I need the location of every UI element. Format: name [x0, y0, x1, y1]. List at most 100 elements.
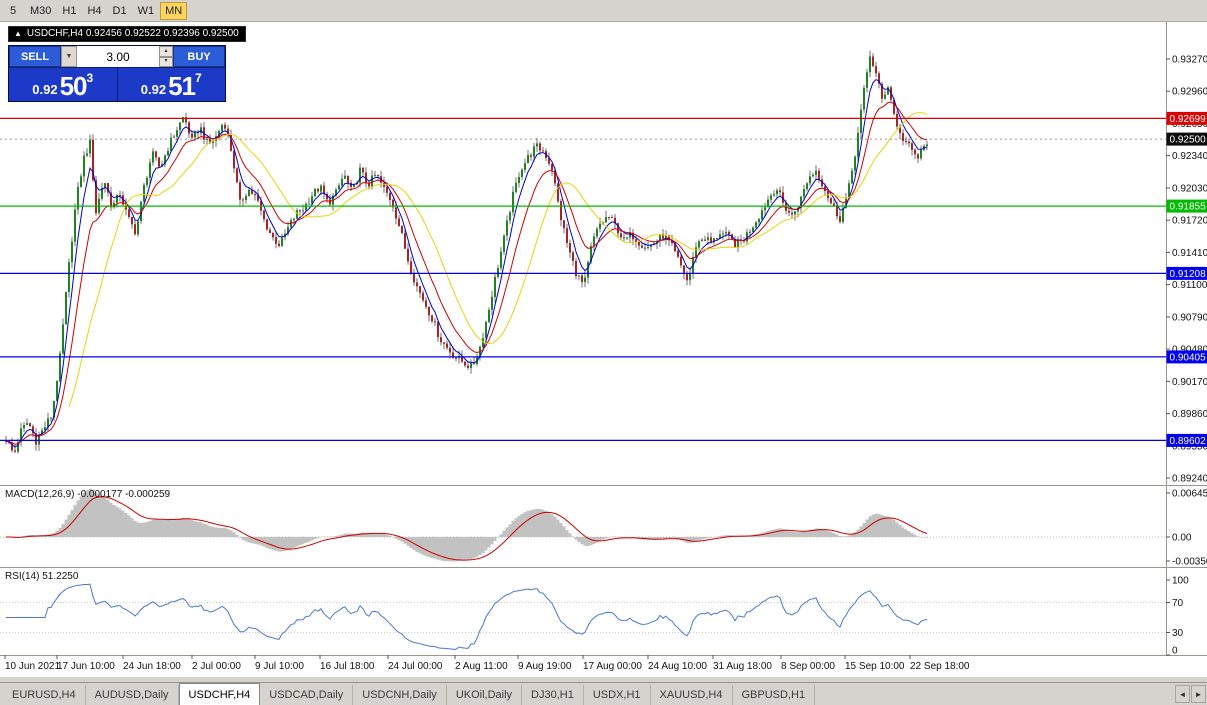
volume-decrease-button[interactable]: ▾ [159, 56, 173, 67]
axis-current-price-label: 0.92500 [1166, 132, 1207, 146]
chart-tab-usdx-h1[interactable]: USDX,H1 [584, 685, 651, 705]
axis-price-label-0.92699: 0.92699 [1166, 111, 1207, 125]
svg-text:8 Sep 00:00: 8 Sep 00:00 [781, 661, 835, 672]
rsi-line [6, 583, 928, 650]
svg-text:0: 0 [1172, 646, 1178, 657]
volume-input[interactable]: 3.00 [77, 46, 159, 67]
svg-text:17 Jun 10:00: 17 Jun 10:00 [57, 661, 115, 672]
volume-stepper: ▴ ▾ [159, 46, 173, 67]
macd-signal-line [6, 496, 928, 561]
svg-text:0.90170: 0.90170 [1172, 377, 1207, 388]
rsi-title: RSI(14) 51.2250 [5, 571, 79, 582]
svg-text:0.92960: 0.92960 [1172, 87, 1207, 98]
chart-tab-audusd-daily[interactable]: AUDUSD,Daily [86, 685, 179, 705]
chart-tab-eurusd-h4[interactable]: EURUSD,H4 [3, 685, 86, 705]
svg-text:0.89602: 0.89602 [1170, 436, 1207, 447]
ma-medium-red-line [5, 101, 928, 445]
svg-text:0.91410: 0.91410 [1172, 248, 1207, 259]
chart-tab-usdchf-h4[interactable]: USDCHF,H4 [178, 683, 261, 705]
chart-tab-usdcad-daily[interactable]: USDCAD,Daily [260, 685, 354, 705]
svg-text:9 Aug 19:00: 9 Aug 19:00 [518, 661, 572, 672]
svg-text:0.91720: 0.91720 [1172, 216, 1207, 227]
chart-tab-xauusd-h4[interactable]: XAUUSD,H4 [651, 685, 733, 705]
timeframe-toolbar: 5 M30 H1 H4 D1 W1 MN [0, 0, 1207, 22]
price-axis[interactable]: 0.932700.929600.926500.923400.920300.917… [1166, 55, 1207, 657]
chart-window: 0.932700.929600.926500.923400.920300.917… [0, 22, 1207, 677]
sell-price-display[interactable]: 0.92 50 3 [9, 68, 117, 101]
tab-scroll-buttons: ◄ ► [1175, 685, 1206, 703]
chart-tab-dj30-h1[interactable]: DJ30,H1 [522, 685, 584, 705]
macd-title: MACD(12,26,9) -0.000177 -0.000259 [5, 489, 171, 500]
axis-price-label-0.91208: 0.91208 [1166, 266, 1207, 280]
sell-button[interactable]: SELL [9, 46, 61, 67]
svg-text:-0.003507: -0.003507 [1172, 557, 1207, 568]
chart-marker-icon: ▲ [14, 29, 22, 38]
chart-tabbar: EURUSD,H4 AUDUSD,Daily USDCHF,H4 USDCAD,Dai… [0, 682, 1207, 705]
chevron-down-icon: ▼ [65, 53, 73, 60]
svg-text:0.006451: 0.006451 [1172, 488, 1207, 499]
svg-text:10 Jun 2021: 10 Jun 2021 [5, 661, 60, 672]
svg-text:0.89240: 0.89240 [1172, 474, 1207, 485]
svg-text:16 Jul 18:00: 16 Jul 18:00 [320, 661, 375, 672]
svg-text:2 Aug 11:00: 2 Aug 11:00 [455, 661, 508, 672]
price-chart-canvas[interactable]: 0.932700.929600.926500.923400.920300.917… [0, 22, 1207, 677]
svg-text:100: 100 [1172, 576, 1189, 587]
svg-text:22 Sep 18:00: 22 Sep 18:00 [910, 661, 970, 672]
arrow-left-icon: ◄ [1178, 689, 1187, 699]
chart-tab-ukoil-daily[interactable]: UKOil,Daily [447, 685, 523, 705]
svg-text:24 Jul 00:00: 24 Jul 00:00 [388, 661, 443, 672]
volume-dropdown-button[interactable]: ▼ [61, 46, 77, 67]
svg-text:17 Aug 00:00: 17 Aug 00:00 [583, 661, 642, 672]
timeframe-button-h4[interactable]: H4 [82, 2, 106, 20]
status-gap [0, 677, 1207, 682]
timeframe-button-5[interactable]: 5 [2, 2, 24, 20]
svg-text:30: 30 [1172, 628, 1184, 639]
buy-price-big: 51 [168, 71, 196, 101]
chart-tab-gbpusd-h1[interactable]: GBPUSD,H1 [733, 685, 816, 705]
timeframe-button-m30[interactable]: M30 [25, 2, 56, 20]
chevron-up-icon: ▴ [164, 47, 168, 54]
candles-layer [5, 50, 928, 454]
buy-price-sup: 7 [195, 71, 202, 85]
tabs-scroll-right-button[interactable]: ► [1191, 685, 1206, 703]
chart-ohlc-title: ▲ USDCHF,H4 0.92456 0.92522 0.92396 0.92… [8, 26, 246, 42]
svg-text:0.92340: 0.92340 [1172, 151, 1207, 162]
chart-tabs: EURUSD,H4 AUDUSD,Daily USDCHF,H4 USDCAD,Dai… [3, 683, 816, 705]
timeframe-button-h1[interactable]: H1 [57, 2, 81, 20]
timeframe-button-mn[interactable]: MN [160, 1, 188, 20]
tabs-scroll-left-button[interactable]: ◄ [1175, 685, 1190, 703]
buy-price-prefix: 0.92 [140, 82, 167, 97]
volume-increase-button[interactable]: ▴ [159, 46, 173, 57]
svg-text:15 Sep 10:00: 15 Sep 10:00 [845, 661, 905, 672]
sell-price-big: 50 [59, 71, 88, 101]
svg-text:0.92500: 0.92500 [1170, 135, 1207, 146]
chevron-down-icon: ▾ [164, 58, 168, 65]
buy-price-display[interactable]: 0.92 51 7 [117, 68, 225, 101]
svg-text:0.90405: 0.90405 [1170, 352, 1207, 363]
svg-text:0.92030: 0.92030 [1172, 183, 1207, 194]
ma-fast-blue-line [5, 78, 928, 448]
svg-text:0.91855: 0.91855 [1170, 202, 1207, 213]
chart-tab-usdcnh-daily[interactable]: USDCNH,Daily [353, 685, 447, 705]
svg-text:24 Jun 18:00: 24 Jun 18:00 [123, 661, 181, 672]
svg-text:31 Aug 18:00: 31 Aug 18:00 [713, 661, 772, 672]
svg-text:0.89860: 0.89860 [1172, 409, 1207, 420]
timeframe-button-d1[interactable]: D1 [108, 2, 132, 20]
timeframe-button-w1[interactable]: W1 [133, 2, 160, 20]
svg-text:0.93270: 0.93270 [1172, 55, 1207, 66]
macd-histogram [4, 489, 929, 562]
sell-price-sup: 3 [86, 71, 94, 85]
buy-button[interactable]: BUY [173, 46, 225, 67]
svg-text:0.91100: 0.91100 [1172, 280, 1207, 291]
svg-text:0.90480: 0.90480 [1172, 345, 1207, 356]
svg-text:9 Jul 10:00: 9 Jul 10:00 [255, 661, 304, 672]
axis-price-label-0.91855: 0.91855 [1166, 199, 1207, 213]
svg-text:0.90790: 0.90790 [1172, 312, 1207, 323]
axis-price-label-0.89602: 0.89602 [1166, 433, 1207, 447]
svg-text:24 Aug 10:00: 24 Aug 10:00 [648, 661, 707, 672]
one-click-trading-panel: SELL ▼ 3.00 ▴ ▾ BUY 0.92 50 [8, 45, 226, 102]
sell-price-prefix: 0.92 [32, 82, 58, 97]
svg-text:0.00: 0.00 [1172, 533, 1192, 544]
